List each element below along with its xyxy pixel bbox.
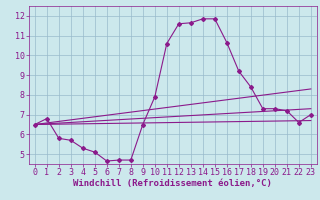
X-axis label: Windchill (Refroidissement éolien,°C): Windchill (Refroidissement éolien,°C) <box>73 179 272 188</box>
